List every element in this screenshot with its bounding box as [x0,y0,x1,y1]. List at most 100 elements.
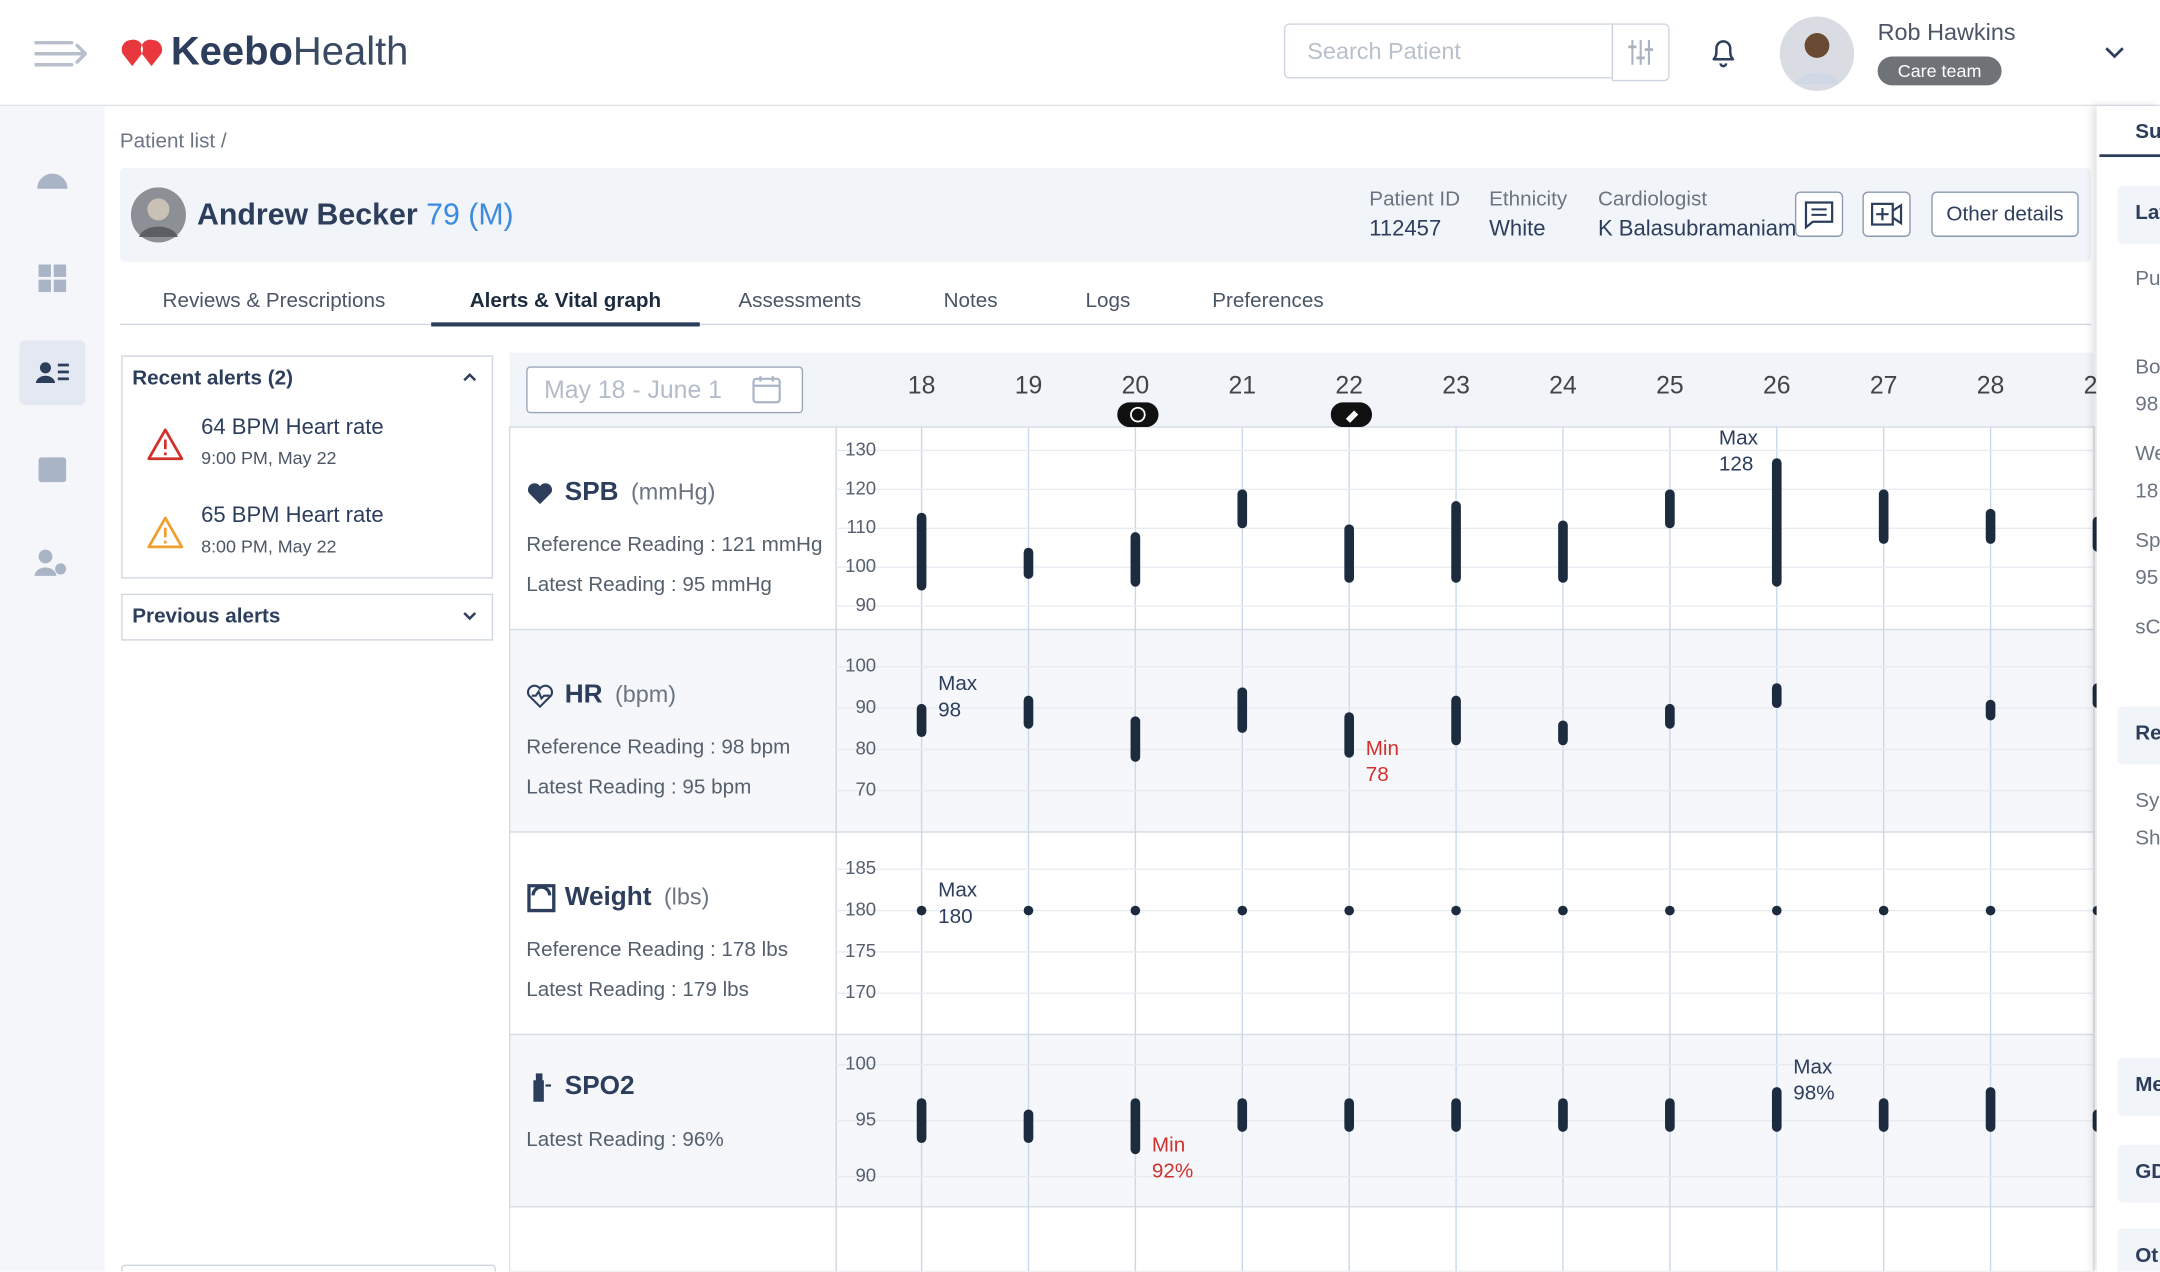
dashboard-icon[interactable] [37,173,68,189]
summary-text: Sp [2135,528,2160,553]
previous-alerts-panel[interactable] [121,593,494,641]
reading-dot [1237,905,1248,916]
settings-user-icon[interactable] [34,549,67,576]
user-name: Rob Hawkins [1877,19,2016,46]
reading-dot [1023,905,1034,916]
reading-range [1023,547,1034,579]
reading-range [1451,501,1461,583]
reading-range [1344,1098,1354,1132]
annotation: Max [938,879,978,902]
reading-dot [1985,905,1996,916]
tab[interactable]: Logs [1085,289,1131,313]
vital-unit: (mmHg) [631,478,716,504]
date-range-picker[interactable] [526,366,804,414]
tabs-divider [119,323,2092,326]
day-label: 23 [1442,373,1470,400]
y-tick-label: 90 [855,594,876,615]
logo-icon [121,39,163,67]
reading-dot [1665,905,1675,916]
alert-icon [147,516,184,549]
summary-text: Sh [2135,826,2160,850]
day-label: 20 [1122,373,1150,400]
patient-name-row: Andrew Becker 79 (M) [197,197,514,233]
vital-name: SPO2 [565,1070,635,1100]
reading-range [1985,508,1996,544]
reading-range [1985,699,1996,721]
reading-range [1771,683,1782,709]
reading-range [1130,716,1141,762]
breadcrumb[interactable]: Patient list / [119,129,227,153]
user-menu-chevron[interactable] [2104,44,2126,61]
reading-range [1985,1087,1996,1132]
notification-bell[interactable] [1708,36,1738,69]
summary-text: 95 [2135,566,2159,590]
reading-range [916,703,927,737]
tab[interactable]: Preferences [1212,289,1324,313]
summary-tab-underline [2099,154,2160,158]
tab[interactable]: Assessments [738,289,862,313]
calendar-icon[interactable] [38,457,67,483]
message-button[interactable] [1794,191,1844,237]
reading-range [1237,687,1248,733]
other-details-button[interactable]: Other details [1931,191,2079,237]
reading-range [1665,703,1675,729]
alert-title[interactable]: 65 BPM Heart rate [201,504,384,528]
apps-icon[interactable] [38,264,67,293]
reading-dot [1771,905,1782,916]
tab[interactable]: Alerts & Vital graph [469,289,662,313]
y-tick-label: 100 [845,655,876,676]
summary-box [2117,1144,2160,1203]
reading-range [1771,458,1782,587]
calendar-icon [752,376,781,404]
expand-icon[interactable] [460,607,479,624]
day-label: 24 [1549,373,1577,400]
tab[interactable]: Notes [943,289,998,313]
logo: KeeboHealth [171,28,409,78]
vital-unit: (bpm) [615,681,676,707]
y-tick-label: 130 [845,438,876,459]
reading-range [1878,1098,1889,1132]
annotation: 128 [1719,453,1753,476]
search-input[interactable]: Search Patient [1283,23,1614,79]
day-label: 25 [1656,373,1684,400]
annotation: 98 [938,698,961,721]
tab-underline [431,322,700,327]
recent-alerts-title[interactable]: Recent alerts (2) [132,366,294,390]
reading-range [1771,1087,1782,1132]
summary-box [2117,1057,2160,1116]
collapse-icon[interactable] [460,369,479,386]
filter-button[interactable] [1611,23,1670,82]
video-button[interactable] [1862,191,1911,237]
vital-name: SPB [565,476,619,506]
day-label: 18 [908,373,936,400]
alert-time: 8:00 PM, May 22 [201,535,337,557]
event-icon[interactable] [1330,402,1373,428]
reading-range [916,512,927,591]
reading-range [916,1098,927,1143]
alert-icon [147,428,184,461]
annotation: Min [1152,1133,1185,1156]
tab[interactable]: Reviews & Prescriptions [162,289,386,313]
reading-range [1665,1098,1675,1132]
field-value: K Balasubramaniam [1597,217,1797,242]
summary-box [2117,185,2160,244]
y-tick-label: 180 [845,898,876,919]
summary-text: sC [2135,615,2160,640]
video-icon [1870,202,1903,226]
menu-icon[interactable] [34,39,87,69]
summary-text: Me [2135,1073,2160,1097]
alert-title[interactable]: 64 BPM Heart rate [201,416,384,440]
next-panel [121,1264,496,1272]
summary-text: Su [2135,119,2160,144]
field-label: Ethnicity [1489,187,1568,211]
annotation: 180 [938,905,972,928]
patients-active[interactable] [19,340,86,405]
sidebar [0,106,105,1272]
annotation: 92% [1152,1160,1193,1183]
alert-triangle [147,516,184,549]
user-avatar[interactable] [1778,15,1855,92]
previous-alerts-title[interactable]: Previous alerts [132,604,281,629]
event-icon[interactable] [1117,402,1159,428]
